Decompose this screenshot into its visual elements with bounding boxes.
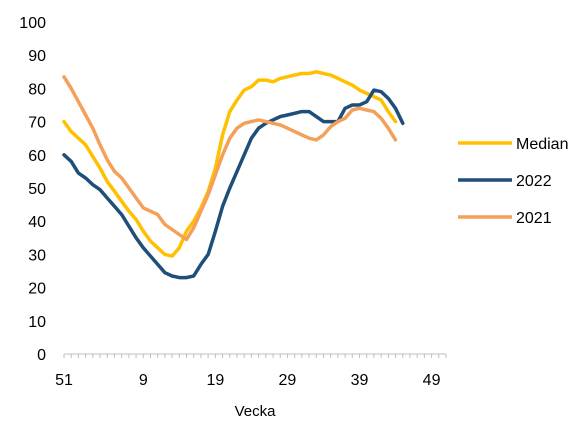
legend-item: Median: [458, 136, 568, 153]
legend-label: Median: [516, 136, 568, 153]
x-axis-title: Vecka: [235, 403, 277, 420]
y-tick-label: 40: [28, 214, 46, 231]
x-tick-label: 19: [206, 372, 224, 389]
series-line-2021: [62, 75, 398, 242]
legend-label: 2021: [516, 210, 552, 227]
y-tick-label: 50: [28, 181, 46, 198]
legend: Median 2022 2021: [458, 136, 568, 227]
legend-item: 2022: [458, 173, 552, 190]
x-tick-label: 9: [139, 372, 148, 389]
legend-label: 2022: [516, 173, 552, 190]
y-tick-label: 10: [28, 314, 46, 331]
x-axis-minor-ticks: [63, 354, 447, 358]
y-tick-label: 30: [28, 247, 46, 264]
y-tick-label: 20: [28, 281, 46, 298]
y-tick-label: 70: [28, 115, 46, 132]
x-axis: 51 9 19 29 39 49 Vecka: [55, 353, 447, 420]
y-tick-label: 60: [28, 148, 46, 165]
x-tick-label: 49: [423, 372, 441, 389]
series-line-median: [62, 70, 398, 258]
y-tick-label: 0: [37, 347, 46, 364]
y-tick-label: 100: [19, 15, 46, 32]
series-lines: [62, 70, 405, 280]
x-tick-label: 51: [55, 372, 73, 389]
x-axis-tick-labels: 51 9 19 29 39 49: [55, 372, 440, 389]
legend-item: 2021: [458, 210, 552, 227]
y-tick-label: 90: [28, 48, 46, 65]
series-line-2022: [62, 88, 405, 280]
x-tick-label: 29: [279, 372, 297, 389]
y-tick-label: 80: [28, 81, 46, 98]
y-axis-ticks: 0 10 20 30 40 50 60 70 80 90 100: [19, 15, 46, 364]
x-tick-label: 39: [351, 372, 369, 389]
